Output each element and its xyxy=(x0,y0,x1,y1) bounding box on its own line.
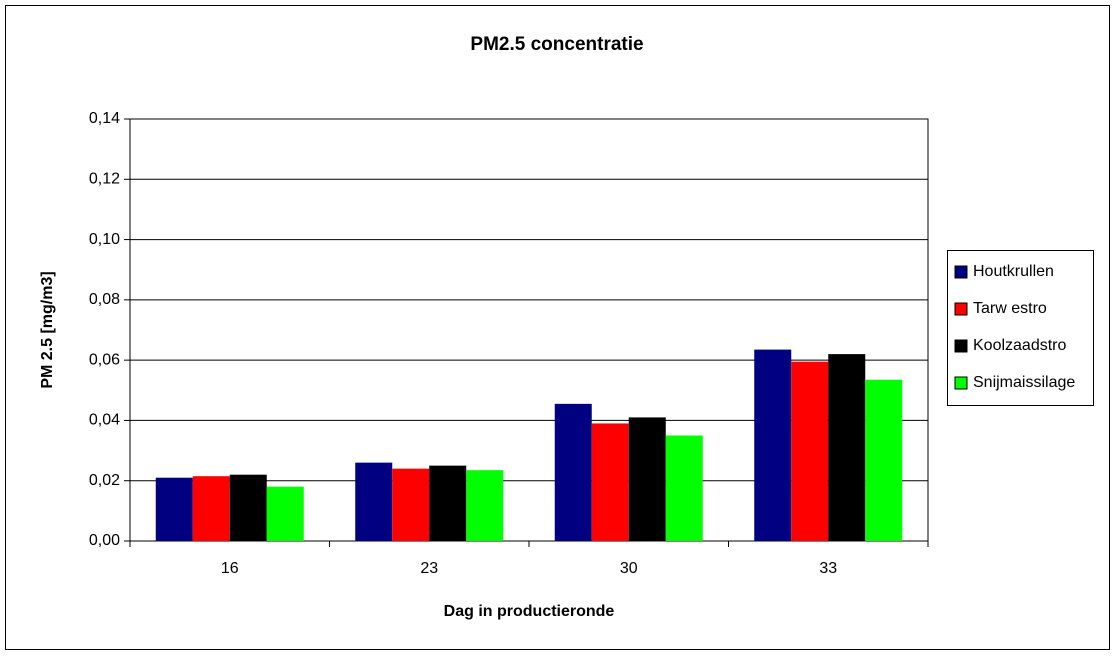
chart-frame xyxy=(5,5,1110,650)
x-axis-title: Dag in productieronde xyxy=(444,603,615,620)
legend-label: Koolzaadstro xyxy=(973,337,1066,354)
y-tick-label: 0,06 xyxy=(89,351,120,368)
legend xyxy=(947,250,1094,406)
bar xyxy=(429,465,467,541)
bar xyxy=(554,403,592,541)
legend-swatch xyxy=(954,339,968,353)
bar xyxy=(628,417,666,541)
y-tick-label: 0,04 xyxy=(89,412,120,429)
bar xyxy=(155,477,193,541)
y-tick-label: 0,10 xyxy=(89,231,120,248)
chart-title: PM2.5 concentratie xyxy=(470,34,643,55)
y-tick-label: 0,14 xyxy=(89,110,120,127)
bar xyxy=(466,470,504,541)
legend-label: Snijmaissilage xyxy=(973,374,1075,391)
y-tick-label: 0,02 xyxy=(89,472,120,489)
x-tick-label: 33 xyxy=(819,560,837,577)
legend-swatch xyxy=(954,376,968,390)
legend-swatch xyxy=(954,302,968,316)
bar xyxy=(229,474,267,541)
bar xyxy=(828,354,866,541)
bar xyxy=(865,379,903,541)
y-axis-title: PM 2.5 [mg/m3] xyxy=(39,271,56,388)
bar xyxy=(266,486,304,541)
legend-label: Tarw estro xyxy=(973,300,1047,317)
legend-swatch xyxy=(954,265,968,279)
x-tick-label: 16 xyxy=(221,560,239,577)
x-tick-label: 30 xyxy=(620,560,638,577)
x-tick-label: 23 xyxy=(420,560,438,577)
bar xyxy=(665,435,703,541)
y-tick-label: 0,08 xyxy=(89,291,120,308)
bar xyxy=(355,462,393,541)
y-tick-label: 0,12 xyxy=(89,171,120,188)
bar xyxy=(591,423,629,541)
bar xyxy=(192,476,230,541)
legend-label: Houtkrullen xyxy=(973,263,1054,280)
y-tick-label: 0,00 xyxy=(89,532,120,549)
bar xyxy=(754,349,792,541)
bar xyxy=(392,468,430,541)
bar xyxy=(791,361,829,541)
